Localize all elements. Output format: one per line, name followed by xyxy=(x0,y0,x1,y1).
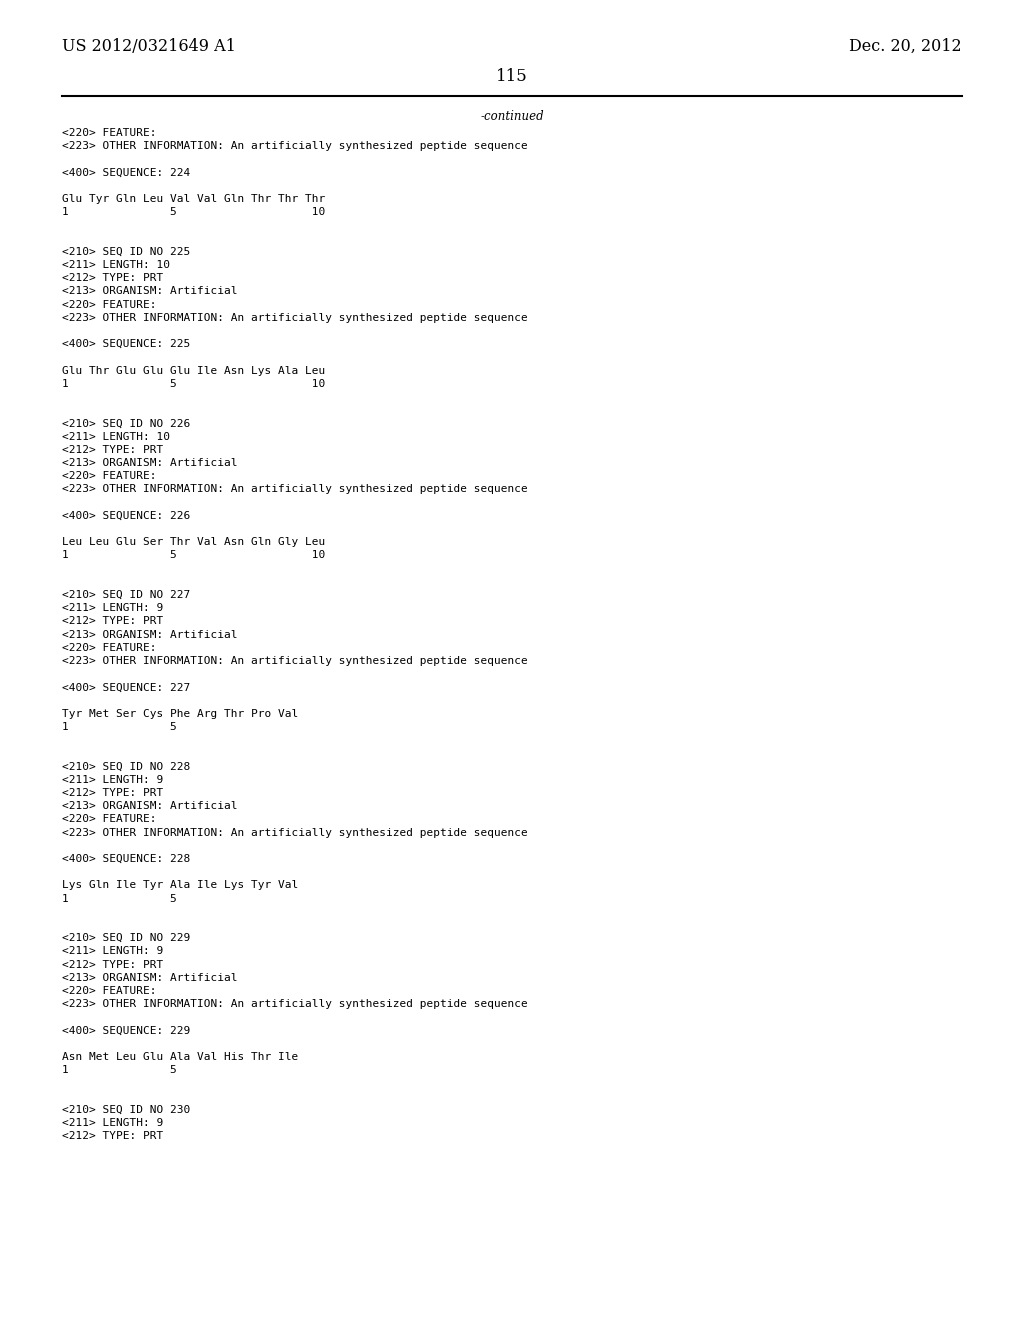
Text: <400> SEQUENCE: 229: <400> SEQUENCE: 229 xyxy=(62,1026,190,1036)
Text: <211> LENGTH: 10: <211> LENGTH: 10 xyxy=(62,432,170,442)
Text: <211> LENGTH: 9: <211> LENGTH: 9 xyxy=(62,1118,163,1129)
Text: <210> SEQ ID NO 230: <210> SEQ ID NO 230 xyxy=(62,1105,190,1115)
Text: <220> FEATURE:: <220> FEATURE: xyxy=(62,300,157,310)
Text: <223> OTHER INFORMATION: An artificially synthesized peptide sequence: <223> OTHER INFORMATION: An artificially… xyxy=(62,484,527,495)
Text: Lys Gln Ile Tyr Ala Ile Lys Tyr Val: Lys Gln Ile Tyr Ala Ile Lys Tyr Val xyxy=(62,880,298,891)
Text: <210> SEQ ID NO 225: <210> SEQ ID NO 225 xyxy=(62,247,190,257)
Text: <211> LENGTH: 9: <211> LENGTH: 9 xyxy=(62,946,163,957)
Text: 1               5                    10: 1 5 10 xyxy=(62,379,326,389)
Text: Asn Met Leu Glu Ala Val His Thr Ile: Asn Met Leu Glu Ala Val His Thr Ile xyxy=(62,1052,298,1063)
Text: <213> ORGANISM: Artificial: <213> ORGANISM: Artificial xyxy=(62,458,238,469)
Text: <213> ORGANISM: Artificial: <213> ORGANISM: Artificial xyxy=(62,801,238,812)
Text: <220> FEATURE:: <220> FEATURE: xyxy=(62,471,157,482)
Text: Glu Thr Glu Glu Glu Ile Asn Lys Ala Leu: Glu Thr Glu Glu Glu Ile Asn Lys Ala Leu xyxy=(62,366,326,376)
Text: <223> OTHER INFORMATION: An artificially synthesized peptide sequence: <223> OTHER INFORMATION: An artificially… xyxy=(62,999,527,1010)
Text: <223> OTHER INFORMATION: An artificially synthesized peptide sequence: <223> OTHER INFORMATION: An artificially… xyxy=(62,313,527,323)
Text: <212> TYPE: PRT: <212> TYPE: PRT xyxy=(62,273,163,284)
Text: <213> ORGANISM: Artificial: <213> ORGANISM: Artificial xyxy=(62,286,238,297)
Text: <212> TYPE: PRT: <212> TYPE: PRT xyxy=(62,788,163,799)
Text: <212> TYPE: PRT: <212> TYPE: PRT xyxy=(62,960,163,970)
Text: <400> SEQUENCE: 225: <400> SEQUENCE: 225 xyxy=(62,339,190,350)
Text: <223> OTHER INFORMATION: An artificially synthesized peptide sequence: <223> OTHER INFORMATION: An artificially… xyxy=(62,656,527,667)
Text: US 2012/0321649 A1: US 2012/0321649 A1 xyxy=(62,38,236,55)
Text: <211> LENGTH: 9: <211> LENGTH: 9 xyxy=(62,603,163,614)
Text: 1               5                    10: 1 5 10 xyxy=(62,550,326,561)
Text: <400> SEQUENCE: 226: <400> SEQUENCE: 226 xyxy=(62,511,190,521)
Text: 115: 115 xyxy=(496,69,528,84)
Text: <212> TYPE: PRT: <212> TYPE: PRT xyxy=(62,445,163,455)
Text: 1               5: 1 5 xyxy=(62,894,177,904)
Text: <210> SEQ ID NO 229: <210> SEQ ID NO 229 xyxy=(62,933,190,944)
Text: <212> TYPE: PRT: <212> TYPE: PRT xyxy=(62,1131,163,1142)
Text: 1               5                    10: 1 5 10 xyxy=(62,207,326,218)
Text: <210> SEQ ID NO 228: <210> SEQ ID NO 228 xyxy=(62,762,190,772)
Text: -continued: -continued xyxy=(480,110,544,123)
Text: Dec. 20, 2012: Dec. 20, 2012 xyxy=(849,38,962,55)
Text: <210> SEQ ID NO 226: <210> SEQ ID NO 226 xyxy=(62,418,190,429)
Text: <400> SEQUENCE: 227: <400> SEQUENCE: 227 xyxy=(62,682,190,693)
Text: <223> OTHER INFORMATION: An artificially synthesized peptide sequence: <223> OTHER INFORMATION: An artificially… xyxy=(62,828,527,838)
Text: 1               5: 1 5 xyxy=(62,722,177,733)
Text: <400> SEQUENCE: 224: <400> SEQUENCE: 224 xyxy=(62,168,190,178)
Text: <220> FEATURE:: <220> FEATURE: xyxy=(62,814,157,825)
Text: <210> SEQ ID NO 227: <210> SEQ ID NO 227 xyxy=(62,590,190,601)
Text: <223> OTHER INFORMATION: An artificially synthesized peptide sequence: <223> OTHER INFORMATION: An artificially… xyxy=(62,141,527,152)
Text: Glu Tyr Gln Leu Val Val Gln Thr Thr Thr: Glu Tyr Gln Leu Val Val Gln Thr Thr Thr xyxy=(62,194,326,205)
Text: Leu Leu Glu Ser Thr Val Asn Gln Gly Leu: Leu Leu Glu Ser Thr Val Asn Gln Gly Leu xyxy=(62,537,326,548)
Text: Tyr Met Ser Cys Phe Arg Thr Pro Val: Tyr Met Ser Cys Phe Arg Thr Pro Val xyxy=(62,709,298,719)
Text: <211> LENGTH: 10: <211> LENGTH: 10 xyxy=(62,260,170,271)
Text: <400> SEQUENCE: 228: <400> SEQUENCE: 228 xyxy=(62,854,190,865)
Text: 1               5: 1 5 xyxy=(62,1065,177,1076)
Text: <211> LENGTH: 9: <211> LENGTH: 9 xyxy=(62,775,163,785)
Text: <220> FEATURE:: <220> FEATURE: xyxy=(62,643,157,653)
Text: <213> ORGANISM: Artificial: <213> ORGANISM: Artificial xyxy=(62,630,238,640)
Text: <220> FEATURE:: <220> FEATURE: xyxy=(62,986,157,997)
Text: <220> FEATURE:: <220> FEATURE: xyxy=(62,128,157,139)
Text: <213> ORGANISM: Artificial: <213> ORGANISM: Artificial xyxy=(62,973,238,983)
Text: <212> TYPE: PRT: <212> TYPE: PRT xyxy=(62,616,163,627)
